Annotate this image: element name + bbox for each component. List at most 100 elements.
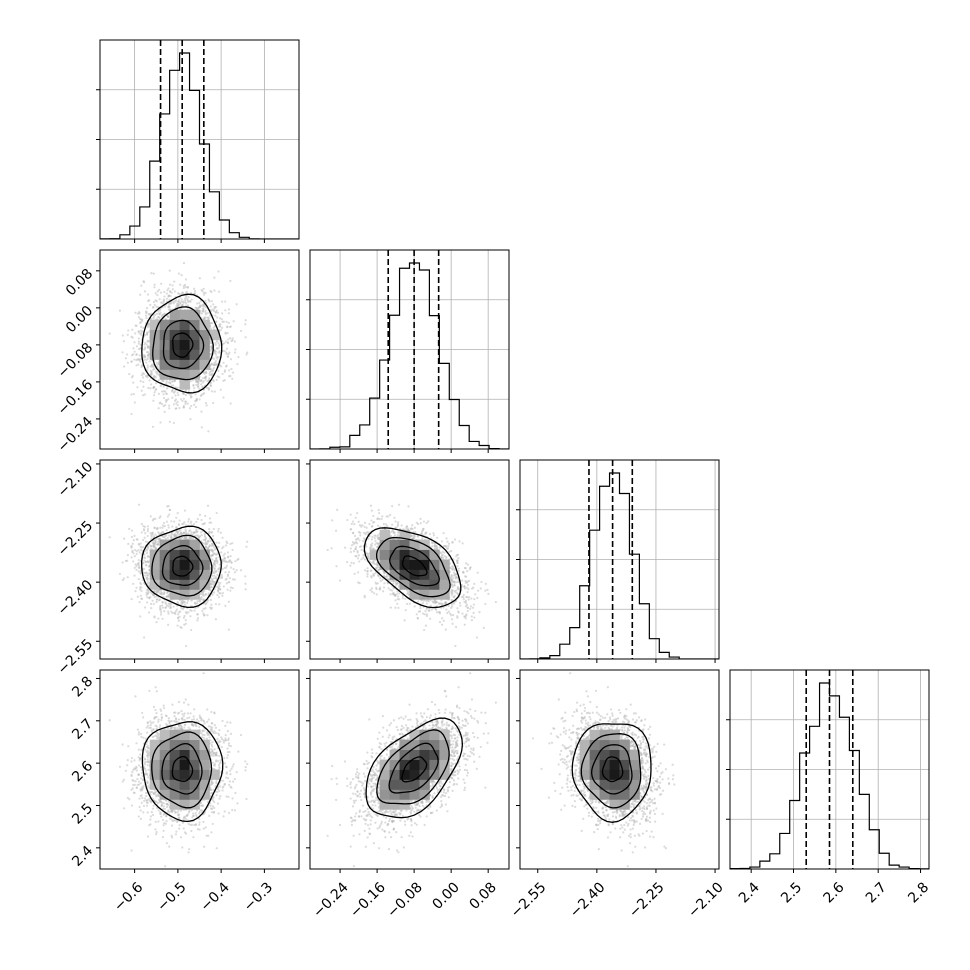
scatter-point [179,398,183,401]
scatter-point [133,350,136,353]
scatter-point [161,606,165,609]
scatter-point [133,401,136,404]
scatter-point [244,319,247,322]
scatter-point [146,345,150,349]
scatter-point [133,341,136,344]
scatter-point [180,274,183,277]
scatter-point [227,308,231,311]
scatter-point [200,426,203,429]
scatter-point [158,606,162,609]
scatter-point [164,403,167,407]
scatter-point [200,410,203,413]
density-cell [199,359,210,370]
scatter-point [158,316,161,320]
scatter-point [210,300,213,303]
scatter-point [147,323,150,326]
density-cell [149,339,161,350]
panel-content [108,503,249,648]
scatter-point [163,295,166,298]
scatter-point [137,310,141,314]
scatter-point [220,575,224,579]
scatter-point [222,554,225,557]
scatter-point [168,283,172,286]
scatter-point [176,386,179,390]
scatter-point [137,357,141,361]
scatter-point [123,537,126,540]
scatter-point [145,601,149,604]
scatter-point [201,386,204,389]
density-cell [179,309,190,321]
scatter-point [184,299,187,302]
scatter-point [177,523,181,526]
panel-2-0 [96,459,300,663]
scatter-point [226,355,230,358]
scatter-point [143,606,147,609]
scatter-point [194,393,197,396]
scatter-point [164,606,167,609]
scatter-point [140,586,143,589]
density-cell [169,369,180,380]
scatter-point [198,301,201,305]
scatter-point [217,355,220,359]
scatter-point [154,533,157,536]
scatter-point [189,417,192,421]
scatter-point [137,363,140,366]
scatter-point [169,381,172,384]
scatter-point [244,323,247,326]
scatter-point [235,569,238,572]
scatter-point [155,382,158,385]
scatter-point [155,371,158,375]
scatter-point [221,567,224,570]
scatter-point [139,594,143,597]
contour-2 [152,306,214,381]
scatter-point [139,333,143,336]
scatter-point [128,372,131,376]
scatter-point [199,531,203,534]
scatter-point [146,366,149,369]
scatter-point [214,353,218,356]
scatter-point [184,393,187,397]
scatter-point [233,578,236,581]
scatter-point [193,403,196,406]
scatter-point [208,517,212,520]
scatter-point [198,277,201,280]
scatter-point [163,290,166,294]
scatter-point [225,340,228,343]
scatter-point [147,313,150,316]
scatter-point [220,326,224,329]
scatter-point [227,312,231,315]
scatter-point [201,303,205,306]
scatter-point [194,379,197,382]
scatter-point [123,365,126,368]
scatter-point [167,524,170,527]
scatter-point [210,390,214,393]
density-cell [179,319,190,330]
scatter-point [182,286,185,290]
scatter-point [223,350,226,353]
scatter-point [221,536,224,539]
scatter-point [213,357,216,360]
scatter-point [180,300,183,303]
scatter-point [185,290,188,293]
contour-1 [162,319,205,370]
scatter-point [182,616,185,619]
scatter-point [149,387,152,390]
scatter-point [159,421,162,424]
density-cell [179,329,190,340]
scatter-point [218,317,222,320]
scatter-point [172,605,175,608]
scatter-point [153,590,156,593]
scatter-point [184,300,187,304]
scatter-point [166,315,170,318]
scatter-point [150,606,153,610]
scatter-point [245,545,248,548]
scatter-point [210,348,213,351]
scatter-point [180,298,183,301]
scatter-point [246,351,249,354]
scatter-point [211,574,214,577]
scatter-point [231,339,234,342]
scatter-point [139,379,142,383]
scatter-point [161,524,165,527]
scatter-point [223,369,227,372]
